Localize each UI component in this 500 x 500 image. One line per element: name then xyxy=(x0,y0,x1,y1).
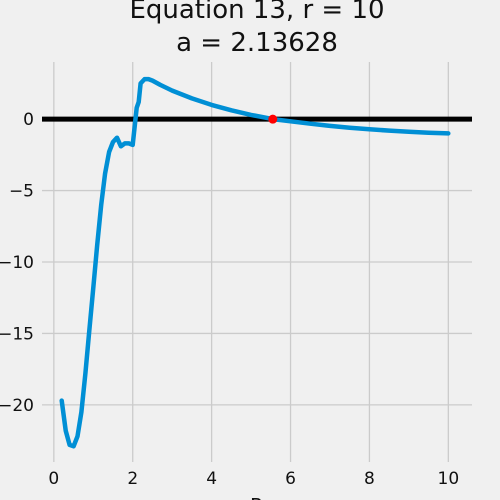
series-group xyxy=(59,76,451,449)
x-axis-label: R xyxy=(250,494,264,500)
y-tick-label: −15 xyxy=(0,324,34,344)
x-tick-label: 6 xyxy=(285,469,296,489)
y-tick-label: −10 xyxy=(0,253,34,273)
x-tick-label: 2 xyxy=(127,469,138,489)
y-tick-label: −20 xyxy=(0,396,34,416)
y-tick-label: 0 xyxy=(23,110,34,130)
x-tick-label: 8 xyxy=(364,469,375,489)
x-tick-label: 4 xyxy=(206,469,217,489)
series-line xyxy=(59,76,451,449)
y-tick-label: −5 xyxy=(9,182,34,202)
root-marker xyxy=(268,114,278,124)
chart-title-line1: Equation 13, r = 10 xyxy=(129,0,384,25)
x-tick-label: 0 xyxy=(48,469,59,489)
tick-labels: 0 2 4 6 8 10 0 −5 −10 −15 −20 xyxy=(0,110,459,489)
marker-group xyxy=(268,114,278,124)
chart-title-line2: a = 2.13628 xyxy=(176,28,338,58)
x-tick-label: 10 xyxy=(438,469,460,489)
